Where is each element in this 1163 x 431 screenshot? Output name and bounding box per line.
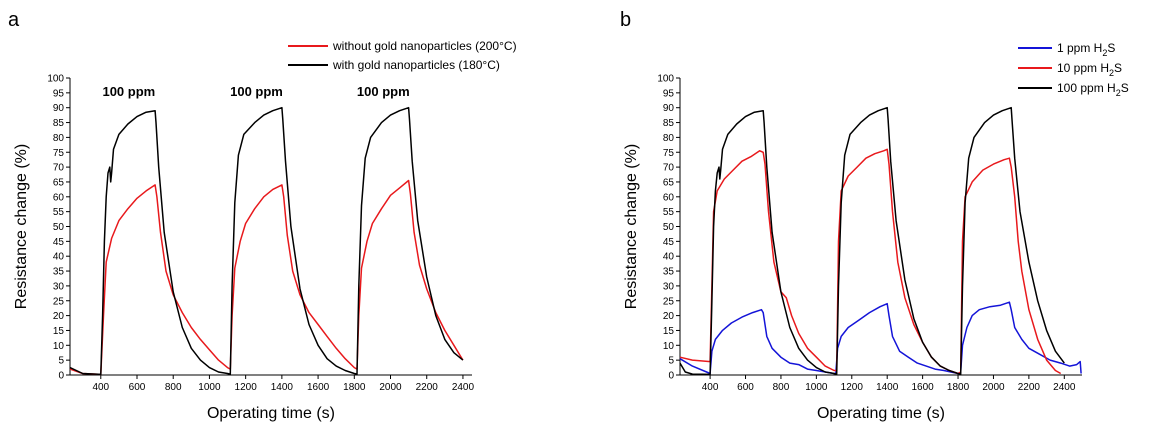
- series-line-1: [679, 301, 1082, 375]
- legend-entry: with gold nanoparticles (180°C): [332, 58, 500, 72]
- y-tick-label: 25: [53, 296, 65, 307]
- y-tick-label: 35: [53, 267, 65, 278]
- y-tick-label: 15: [663, 326, 675, 337]
- y-tick-label: 15: [53, 326, 65, 337]
- y-tick-label: 25: [663, 296, 675, 307]
- y-tick-label: 95: [53, 88, 65, 99]
- y-tick-label: 20: [663, 311, 675, 322]
- legend-entry-suffix: S: [1121, 81, 1129, 95]
- x-tick-label: 2400: [1053, 382, 1076, 393]
- y-tick-label: 90: [663, 103, 675, 114]
- y-tick-label: 65: [53, 177, 65, 188]
- y-tick-label: 45: [53, 237, 65, 248]
- y-tick-label: 55: [53, 207, 65, 218]
- y-tick-label: 55: [663, 207, 675, 218]
- legend-entry-suffix: S: [1114, 61, 1122, 75]
- x-tick-label: 1000: [198, 382, 221, 393]
- x-tick-label: 600: [737, 382, 754, 393]
- x-tick-label: 1200: [235, 382, 258, 393]
- x-tick-label: 1200: [841, 382, 864, 393]
- y-tick-label: 85: [53, 118, 65, 129]
- y-tick-label: 40: [53, 252, 65, 263]
- legend-entry-suffix: S: [1107, 41, 1115, 55]
- y-tick-label: 80: [663, 133, 675, 144]
- x-tick-label: 1600: [911, 382, 934, 393]
- y-tick-label: 5: [58, 356, 64, 367]
- x-tick-label: 2400: [452, 382, 475, 393]
- y-tick-label: 100: [657, 74, 674, 85]
- y-tick-label: 20: [53, 311, 65, 322]
- x-tick-label: 2000: [379, 382, 402, 393]
- y-tick-label: 30: [663, 281, 675, 292]
- series-line-3: [679, 106, 1065, 376]
- y-tick-label: 35: [663, 267, 675, 278]
- y-tick-label: 60: [663, 192, 675, 203]
- y-tick-label: 90: [53, 103, 65, 114]
- y-tick-label: 0: [58, 371, 64, 382]
- y-tick-label: 75: [53, 148, 65, 159]
- legend-entry-name: 100 ppm H: [1057, 81, 1116, 95]
- y-tick-label: 70: [53, 163, 65, 174]
- x-tick-label: 1800: [343, 382, 366, 393]
- series-line-2: [679, 148, 1062, 375]
- legend-entry-name: 1 ppm H: [1057, 41, 1102, 55]
- x-tick-label: 2200: [1018, 382, 1041, 393]
- y-tick-label: 65: [663, 177, 675, 188]
- panel-b: b 0 5 10 15 20 25 30 35 40 45 50 55 60 65 70 75 80 85 90 95 1…: [620, 9, 1129, 422]
- y-tick-label: 95: [663, 88, 675, 99]
- legend-entry-subscript: 2: [1116, 88, 1121, 98]
- legend-entry: 100 ppm H2S: [1057, 81, 1129, 98]
- y-tick-label: 50: [53, 222, 65, 233]
- y-tick-label: 30: [53, 281, 65, 292]
- series-line-2: [69, 106, 464, 376]
- x-tick-label: 2000: [982, 382, 1005, 393]
- annotation-label: 100 ppm: [357, 84, 410, 99]
- x-tick-label: 1400: [876, 382, 899, 393]
- y-tick-label: 85: [663, 118, 675, 129]
- legend-entry-name: without gold nanoparticles (200°C): [332, 39, 517, 53]
- y-tick-label: 50: [663, 222, 675, 233]
- y-tick-label: 5: [668, 356, 674, 367]
- annotation-label: 100 ppm: [102, 84, 155, 99]
- legend-entry-subscript: 2: [1102, 48, 1107, 58]
- x-tick-label: 1400: [271, 382, 294, 393]
- x-tick-label: 800: [773, 382, 790, 393]
- legend-entry: without gold nanoparticles (200°C): [332, 39, 517, 53]
- y-tick-label: 40: [663, 252, 675, 263]
- x-axis-title: Operating time (s): [207, 405, 335, 422]
- panel-label: b: [620, 9, 631, 31]
- y-axis-title: Resistance change (%): [623, 144, 640, 309]
- y-tick-label: 75: [663, 148, 675, 159]
- x-tick-label: 400: [92, 382, 109, 393]
- legend-entry: 1 ppm H2S: [1057, 41, 1115, 58]
- x-tick-label: 400: [702, 382, 719, 393]
- y-axis-title: Resistance change (%): [13, 144, 30, 309]
- y-tick-label: 0: [668, 371, 674, 382]
- x-axis-title: Operating time (s): [817, 405, 945, 422]
- x-tick-label: 600: [129, 382, 146, 393]
- legend-entry-subscript: 2: [1109, 68, 1114, 78]
- x-tick-label: 800: [165, 382, 182, 393]
- x-tick-label: 1800: [947, 382, 970, 393]
- y-tick-label: 10: [663, 341, 675, 352]
- legend-entry-name: with gold nanoparticles (180°C): [332, 58, 500, 72]
- y-tick-label: 10: [53, 341, 65, 352]
- y-tick-label: 80: [53, 133, 65, 144]
- annotation-label: 100 ppm: [230, 84, 283, 99]
- panel-label: a: [8, 9, 20, 31]
- legend-entry: 10 ppm H2S: [1057, 61, 1122, 78]
- legend-entry-name: 10 ppm H: [1057, 61, 1109, 75]
- x-tick-label: 1000: [805, 382, 828, 393]
- y-tick-label: 45: [663, 237, 675, 248]
- x-tick-label: 1600: [307, 382, 330, 393]
- x-tick-label: 2200: [416, 382, 439, 393]
- y-tick-label: 100: [47, 74, 64, 85]
- panel-a: a 0 5 10 15 20 25 30 35 40 45 50 55 60 65 70 75 80 85 90 95 1…: [8, 9, 517, 422]
- y-tick-label: 60: [53, 192, 65, 203]
- series-line-1: [69, 179, 464, 376]
- y-tick-label: 70: [663, 163, 675, 174]
- axis-spines: [679, 78, 1082, 376]
